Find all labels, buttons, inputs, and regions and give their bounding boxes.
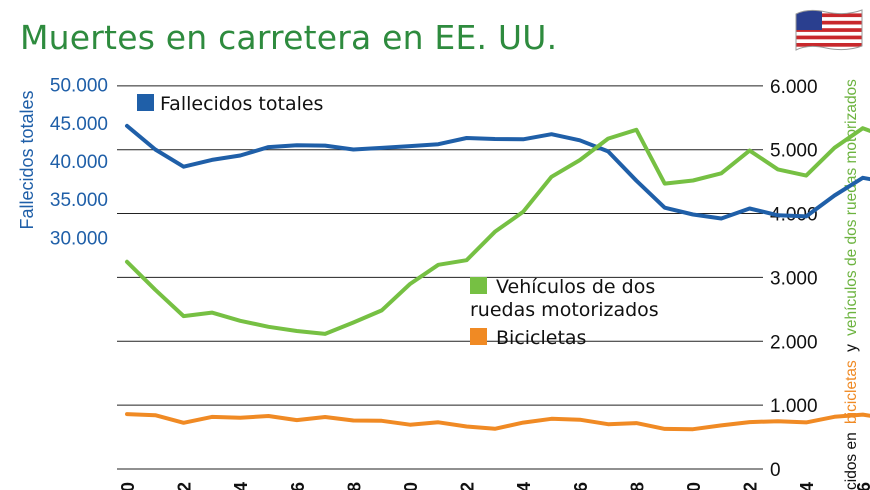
x-tick-label: 94 — [231, 482, 251, 490]
x-tick-label: 98 — [344, 482, 364, 490]
chart-title: Muertes en carretera en EE. UU. — [20, 18, 558, 57]
x-tick-label: 10 — [684, 482, 704, 490]
legend-label-motorcycles-line2: ruedas motorizados — [470, 299, 659, 321]
x-tick-label: 12 — [741, 482, 761, 490]
x-tick-label: 96 — [288, 482, 308, 490]
x-axis-ticks: 90 92 94 96 98 00 02 04 06 08 10 12 14 16 — [118, 482, 870, 490]
right-axis-label-prefix: cidos en — [843, 432, 860, 490]
left-tick-label: 45.000 — [50, 114, 108, 135]
left-tick-label: 35.000 — [50, 190, 108, 211]
right-tick-label: 3.000 — [770, 268, 818, 289]
left-axis-ticks: 50.000 45.000 40.000 35.000 30.000 — [50, 76, 108, 250]
x-tick-label: 04 — [514, 482, 534, 490]
right-axis-label-bicycles: bicicletas — [843, 360, 860, 424]
legend-label-bicycles: Bicicletas — [496, 327, 586, 349]
left-tick-label: 40.000 — [50, 152, 108, 173]
us-flag-icon — [795, 9, 863, 51]
right-tick-label: 2.000 — [770, 332, 818, 353]
x-tick-label: 90 — [118, 482, 138, 490]
legend-swatch-motorcycles — [470, 277, 487, 294]
right-tick-label: 6.000 — [770, 77, 818, 98]
x-tick-label: 92 — [175, 482, 195, 490]
series-line-bicycles — [125, 412, 870, 432]
x-tick-label: 16 — [854, 482, 870, 490]
x-tick-label: 02 — [458, 482, 478, 490]
legend-label-total: Fallecidos totales — [160, 93, 323, 115]
right-axis-label-connector: y — [843, 344, 860, 352]
x-tick-label: 00 — [401, 482, 421, 490]
series-line-total — [125, 123, 870, 221]
x-tick-label: 08 — [627, 482, 647, 490]
right-tick-label: 0 — [770, 460, 781, 481]
right-axis-label-motorcycles: vehículos de dos ruedas motorizados — [843, 79, 860, 336]
right-tick-label: 1.000 — [770, 396, 818, 417]
left-tick-label: 30.000 — [50, 228, 108, 249]
right-tick-label: 5.000 — [770, 141, 818, 162]
legend-swatch-total — [137, 94, 154, 111]
left-tick-label: 50.000 — [50, 76, 108, 97]
legend: Fallecidos totales Vehículos de dos rued… — [137, 93, 659, 349]
legend-swatch-bicycles — [470, 328, 487, 345]
legend-label-motorcycles-line1: Vehículos de dos — [496, 276, 655, 298]
x-tick-label: 06 — [571, 482, 591, 490]
x-tick-label: 14 — [797, 482, 817, 490]
left-axis-label: Fallecidos totales — [17, 90, 37, 229]
series-line-motorcycles — [125, 126, 870, 336]
gridlines — [117, 85, 763, 470]
right-axis-label: cidos en bicicletas y vehículos de dos r… — [843, 79, 860, 490]
